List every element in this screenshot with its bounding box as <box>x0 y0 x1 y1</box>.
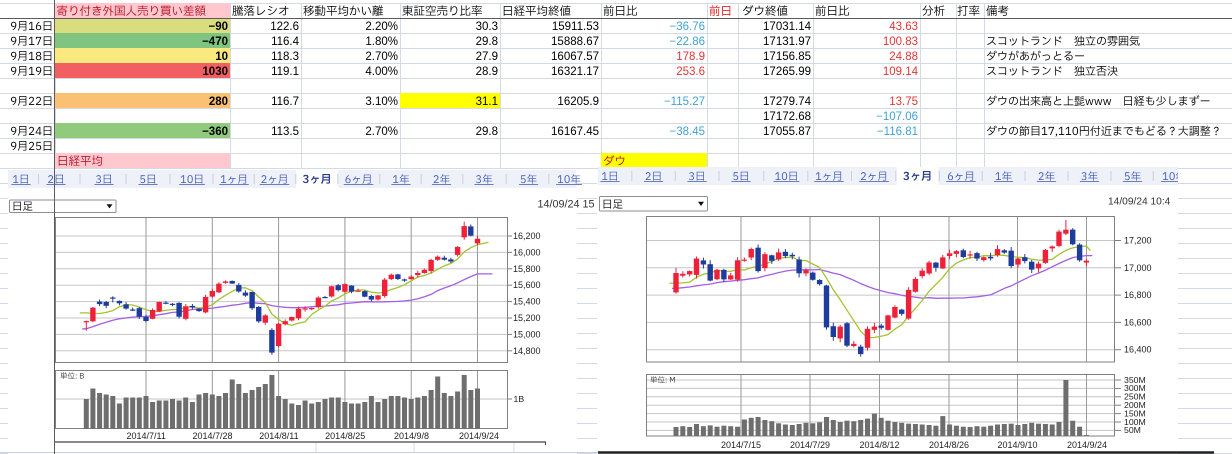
svg-text:43.63: 43.63 <box>889 21 918 33</box>
svg-text:2.70%: 2.70% <box>365 126 398 138</box>
svg-text:3.10%: 3.10% <box>365 96 398 108</box>
svg-text:2014/9/24: 2014/9/24 <box>1067 440 1107 450</box>
svg-text:17279.74: 17279.74 <box>763 96 812 108</box>
svg-text:50M: 50M <box>1124 425 1141 435</box>
svg-text:−38.45: −38.45 <box>670 126 706 138</box>
svg-text:4.00%: 4.00% <box>365 66 398 78</box>
svg-text:14/09/24 10:4: 14/09/24 10:4 <box>1108 197 1171 208</box>
svg-text:119.1: 119.1 <box>271 66 299 78</box>
svg-text:15,200: 15,200 <box>513 313 541 323</box>
svg-text:16321.17: 16321.17 <box>551 66 599 78</box>
svg-text:280: 280 <box>209 96 228 108</box>
svg-text:109.14: 109.14 <box>883 66 919 78</box>
svg-text:27.9: 27.9 <box>476 51 498 63</box>
svg-text:100M: 100M <box>1124 417 1146 427</box>
svg-text:200M: 200M <box>1124 400 1146 410</box>
svg-text:17,000: 17,000 <box>1124 263 1152 273</box>
svg-text:−470: −470 <box>202 36 228 48</box>
svg-text:2014/7/28: 2014/7/28 <box>192 431 232 441</box>
svg-text:16205.9: 16205.9 <box>557 96 599 108</box>
svg-text:−90: −90 <box>208 21 228 33</box>
svg-text:15,800: 15,800 <box>513 264 541 274</box>
svg-text:1030: 1030 <box>202 66 228 78</box>
svg-text:17172.68: 17172.68 <box>763 111 811 123</box>
svg-text:16067.57: 16067.57 <box>551 51 599 63</box>
svg-text:2014/7/11: 2014/7/11 <box>127 431 166 441</box>
svg-text:150M: 150M <box>1124 408 1146 418</box>
svg-text:17,200: 17,200 <box>1124 236 1152 246</box>
svg-text:−22.86: −22.86 <box>670 36 706 48</box>
svg-text:14,800: 14,800 <box>513 346 541 356</box>
svg-text:2014/9/24: 2014/9/24 <box>459 431 499 441</box>
svg-text:15,600: 15,600 <box>513 280 541 290</box>
svg-text:15911.53: 15911.53 <box>552 21 599 33</box>
svg-text:2014/9/10: 2014/9/10 <box>997 440 1037 450</box>
svg-text:17265.99: 17265.99 <box>763 66 811 78</box>
svg-text:2014/7/29: 2014/7/29 <box>790 440 830 450</box>
svg-text:2014/9/8: 2014/9/8 <box>394 431 429 441</box>
svg-text:118.3: 118.3 <box>271 51 299 63</box>
svg-text:250M: 250M <box>1124 392 1146 402</box>
svg-text:300M: 300M <box>1124 383 1146 393</box>
svg-text:2014/8/25: 2014/8/25 <box>325 431 365 441</box>
svg-text:16,000: 16,000 <box>513 247 541 257</box>
svg-text:30.3: 30.3 <box>476 21 498 33</box>
svg-text:16167.45: 16167.45 <box>551 126 599 138</box>
svg-text:17156.85: 17156.85 <box>763 51 811 63</box>
svg-text:−116.81: −116.81 <box>877 126 918 138</box>
svg-text:113.5: 113.5 <box>271 126 299 138</box>
svg-text:28.9: 28.9 <box>476 66 498 78</box>
svg-text:350M: 350M <box>1124 375 1146 385</box>
svg-text:1.80%: 1.80% <box>365 36 398 48</box>
svg-text:−36.76: −36.76 <box>670 21 706 33</box>
svg-text:2014/8/12: 2014/8/12 <box>859 440 899 450</box>
svg-text:15,400: 15,400 <box>513 297 541 307</box>
svg-text:−360: −360 <box>202 126 228 138</box>
svg-text:14/09/24 15: 14/09/24 15 <box>537 199 594 211</box>
svg-text:122.6: 122.6 <box>270 21 299 33</box>
svg-text:17031.14: 17031.14 <box>763 21 812 33</box>
svg-text:253.6: 253.6 <box>676 66 705 78</box>
svg-text:100.83: 100.83 <box>883 36 918 48</box>
svg-text:2014/8/26: 2014/8/26 <box>929 440 969 450</box>
svg-text:15888.67: 15888.67 <box>551 36 599 48</box>
svg-text:31.1: 31.1 <box>476 96 498 108</box>
svg-text:−107.06: −107.06 <box>876 111 918 123</box>
svg-text:2.70%: 2.70% <box>365 51 398 63</box>
svg-text:116.7: 116.7 <box>271 96 299 108</box>
svg-text:178.9: 178.9 <box>676 51 705 63</box>
svg-text:16,800: 16,800 <box>1124 290 1152 300</box>
svg-text:16,200: 16,200 <box>513 231 541 241</box>
svg-text:13.75: 13.75 <box>889 96 918 108</box>
svg-text:24.88: 24.88 <box>889 51 918 63</box>
svg-text:2014/7/15: 2014/7/15 <box>721 440 761 450</box>
svg-text:17131.97: 17131.97 <box>763 36 811 48</box>
svg-text:29.8: 29.8 <box>476 126 498 138</box>
svg-text:10: 10 <box>215 51 228 63</box>
svg-text:17055.87: 17055.87 <box>763 126 811 138</box>
svg-text:2.20%: 2.20% <box>365 21 398 33</box>
svg-text:−115.27: −115.27 <box>664 96 705 108</box>
svg-text:16,600: 16,600 <box>1124 317 1152 327</box>
svg-text:1B: 1B <box>514 394 525 404</box>
svg-text:15,000: 15,000 <box>513 329 541 339</box>
svg-text:29.8: 29.8 <box>476 36 498 48</box>
svg-text:116.4: 116.4 <box>271 36 300 48</box>
svg-text:2014/8/11: 2014/8/11 <box>259 431 298 441</box>
svg-text:16,400: 16,400 <box>1124 345 1152 355</box>
